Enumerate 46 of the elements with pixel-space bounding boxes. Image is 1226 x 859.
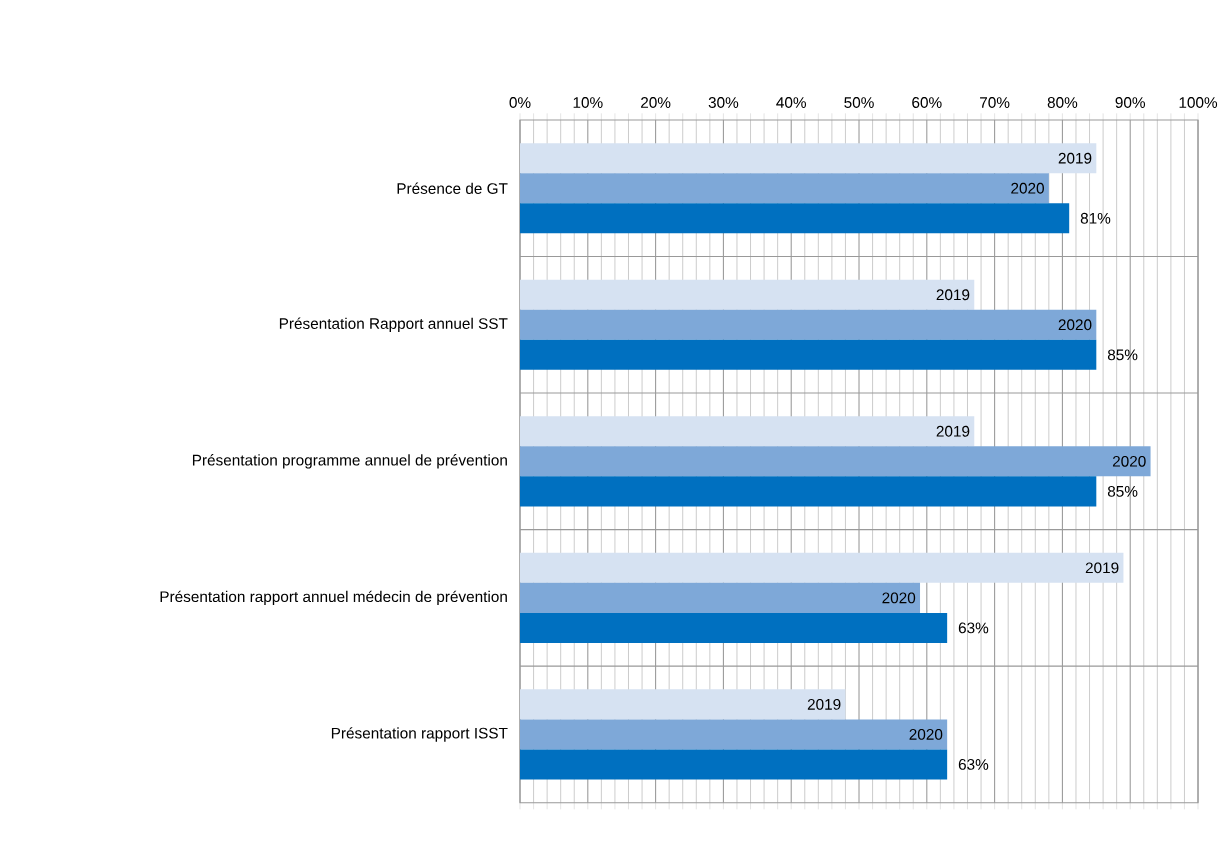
data-label: 85% <box>1107 485 1138 497</box>
series-label: 2019 <box>1058 152 1092 164</box>
text: 2020 <box>1112 455 1146 467</box>
bar <box>520 689 846 720</box>
y-tick-label: Présence de GT <box>397 182 508 194</box>
text: 2019 <box>807 698 841 710</box>
bar <box>520 279 975 310</box>
x-tick-label: 80% <box>1047 97 1078 108</box>
text: 2020 <box>909 728 943 740</box>
x-tick-label: 70% <box>980 97 1010 108</box>
bar <box>520 476 1097 507</box>
x-tick-label: 90% <box>1115 97 1146 108</box>
bar <box>520 446 1151 477</box>
bar <box>520 416 975 447</box>
data-label: 85% <box>1107 349 1138 361</box>
x-tick-label: 50% <box>844 97 874 108</box>
x-tick-label: 0% <box>509 97 531 108</box>
data-label: 63% <box>958 622 989 634</box>
y-tick-label: Présentation rapport ISST <box>331 727 508 742</box>
data-label: 81% <box>1080 212 1111 224</box>
bar <box>520 749 948 780</box>
text: 2020 <box>1058 319 1092 331</box>
text: 2019 <box>936 425 970 437</box>
bar <box>520 309 1097 340</box>
bar <box>520 143 1097 174</box>
text: 2019 <box>936 289 970 301</box>
bar <box>520 719 948 750</box>
bar <box>520 339 1097 370</box>
bar <box>520 582 921 613</box>
bar <box>520 173 1049 204</box>
x-tick-label: 30% <box>708 97 739 108</box>
text: 2020 <box>882 592 916 604</box>
bar <box>520 612 948 643</box>
y-tick-label: Présentation Rapport annuel SST <box>279 317 508 333</box>
x-tick-label: 10% <box>573 97 603 108</box>
bar <box>520 552 1124 583</box>
x-tick-label: 60% <box>912 97 942 108</box>
x-tick-label: 100% <box>1179 97 1218 108</box>
y-tick-label: Présentation programme annuel de prévention <box>192 454 507 469</box>
text: 2019 <box>1085 562 1119 574</box>
series-label: 2020 <box>1011 182 1044 194</box>
data-label: 63% <box>958 759 989 770</box>
y-tick-label: Présentation rapport annuel médecin de prévention <box>160 590 507 606</box>
bar <box>520 203 1070 234</box>
x-tick-label: 20% <box>641 97 671 108</box>
x-tick-label: 40% <box>776 97 807 108</box>
